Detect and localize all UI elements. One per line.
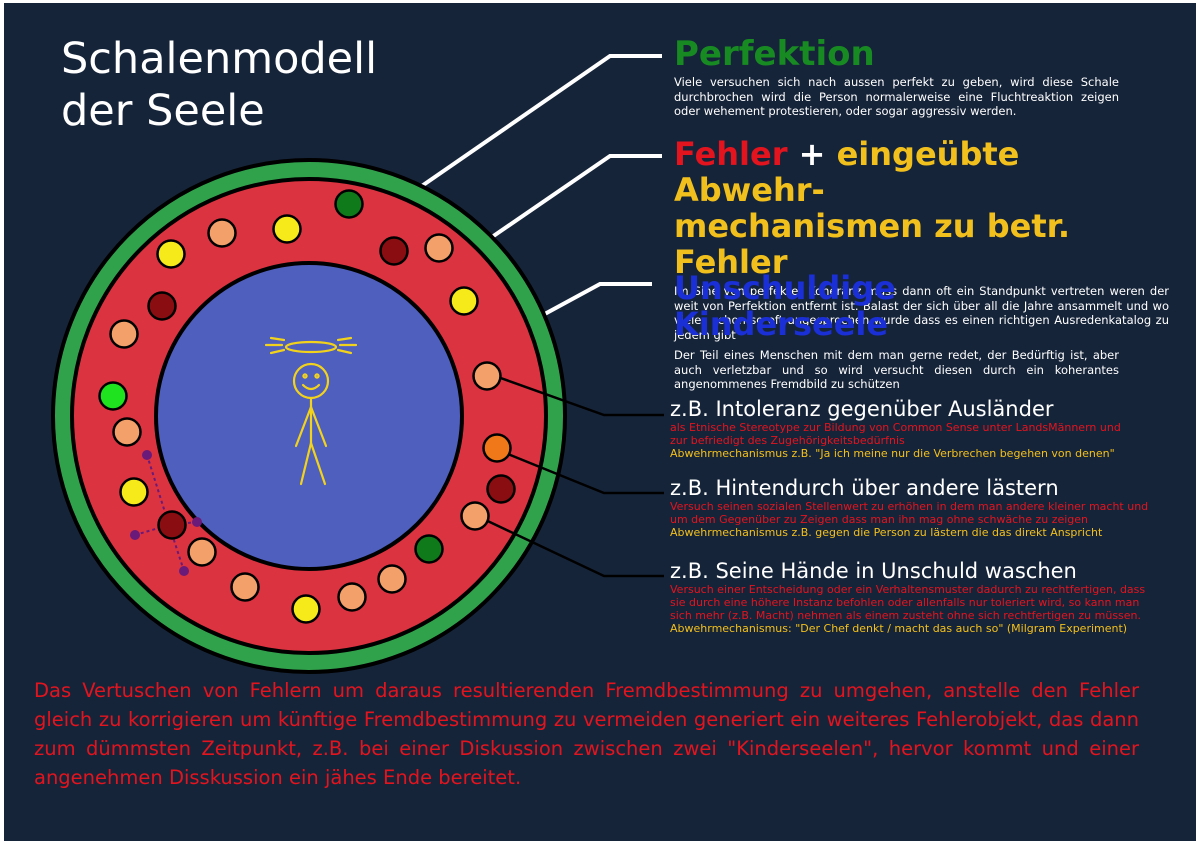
example-2: z.B. Hintendurch über andere lästern Ver…: [670, 476, 1150, 539]
connector-dot: [179, 566, 189, 576]
error-dot: [377, 564, 407, 594]
title-line-2: der Seele: [61, 86, 265, 136]
error-dot: [337, 582, 367, 612]
example-3-mechanism: Abwehrmechanismus: "Der Chef denkt / mac…: [670, 622, 1128, 635]
error-dot: [472, 361, 502, 391]
error-dot: [482, 433, 512, 463]
heading-fehler-part2: eingeübte Abwehr-: [674, 135, 1020, 209]
connector-dot: [192, 517, 202, 527]
example-3: z.B. Seine Hände in Unschuld waschen Ver…: [670, 559, 1160, 635]
error-dot: [379, 236, 409, 266]
error-dot: [424, 233, 454, 263]
heading-fehler-line2: mechanismen zu betr. Fehler: [674, 207, 1070, 281]
layer-fehler: Fehler + eingeübte Abwehr-mechanismen zu…: [674, 136, 1169, 342]
error-dot: [207, 218, 237, 248]
error-dot: [486, 474, 516, 504]
example-3-description: Versuch einer Entscheidung oder ein Verh…: [670, 583, 1146, 622]
layer-perfektion: Perfektion Viele versuchen sich nach aus…: [674, 36, 1119, 119]
example-1-description: als Etnische Stereotype zur Bildung von …: [670, 421, 1121, 447]
connector-dot: [130, 530, 140, 540]
example-1-title: z.B. Intoleranz gegenüber Ausländer: [670, 397, 1054, 421]
heading-plus: +: [787, 135, 837, 173]
error-dot: [157, 510, 187, 540]
example-2-title: z.B. Hintendurch über andere lästern: [670, 476, 1059, 500]
error-dot: [156, 239, 186, 269]
heading-fehler-part1: Fehler: [674, 135, 788, 173]
example-2-description: Versuch seinen sozialen Stellenwert zu e…: [670, 500, 1149, 526]
error-dot: [109, 319, 139, 349]
error-dot: [272, 214, 302, 244]
error-dot: [449, 286, 479, 316]
example-2-mechanism: Abwehrmechanismus z.B. gegen die Person …: [670, 526, 1103, 539]
error-dot: [98, 381, 128, 411]
example-pointer-line-2: [492, 446, 664, 495]
soul-shell-diagram: [51, 54, 664, 674]
layer-kinderseele: Unschuldige Kinderseele Der Teil eines M…: [674, 270, 1119, 392]
heading-perfektion: Perfektion: [674, 34, 875, 74]
leader-line-perfektion: [414, 54, 662, 192]
leader-line-fehler: [442, 154, 662, 272]
connector-dots-group: [130, 450, 202, 576]
error-dot: [119, 477, 149, 507]
example-pointer-line-1: [494, 374, 664, 417]
page-title: Schalenmodell der Seele: [61, 33, 377, 137]
inner-core-kinderseele: [154, 261, 464, 571]
infographic-page: Schalenmodell der Seele: [4, 3, 1196, 841]
error-dot: [414, 534, 444, 564]
title-line-1: Schalenmodell: [61, 34, 378, 84]
heading-kinderseele: Unschuldige Kinderseele: [674, 269, 896, 343]
example-1: z.B. Intoleranz gegenüber Ausländer als …: [670, 397, 1140, 460]
example-1-mechanism: Abwehrmechanismus z.B. "Ja ich meine nur…: [670, 447, 1115, 460]
error-dot: [460, 501, 490, 531]
text-perfektion: Viele versuchen sich nach aussen perfekt…: [674, 75, 1119, 118]
angel-figure-icon: [264, 336, 358, 486]
footer-text: Das Vertuschen von Fehlern um daraus res…: [34, 679, 1139, 789]
error-dot: [147, 291, 177, 321]
text-kinderseele: Der Teil eines Menschen mit dem man gern…: [674, 348, 1119, 391]
error-dot: [334, 189, 364, 219]
connector-dot: [142, 450, 152, 460]
error-dot: [112, 417, 142, 447]
error-dot: [291, 594, 321, 624]
error-dot: [187, 537, 217, 567]
example-pointer-line-3: [474, 513, 664, 578]
error-dots-group: [98, 189, 516, 624]
error-dot: [230, 572, 260, 602]
example-3-title: z.B. Seine Hände in Unschuld waschen: [670, 559, 1077, 583]
text-fehler: Im Sine von perfekter Koheränz muss dann…: [674, 284, 1169, 342]
heading-fehler: Fehler + eingeübte Abwehr-mechanismen zu…: [674, 136, 1169, 280]
